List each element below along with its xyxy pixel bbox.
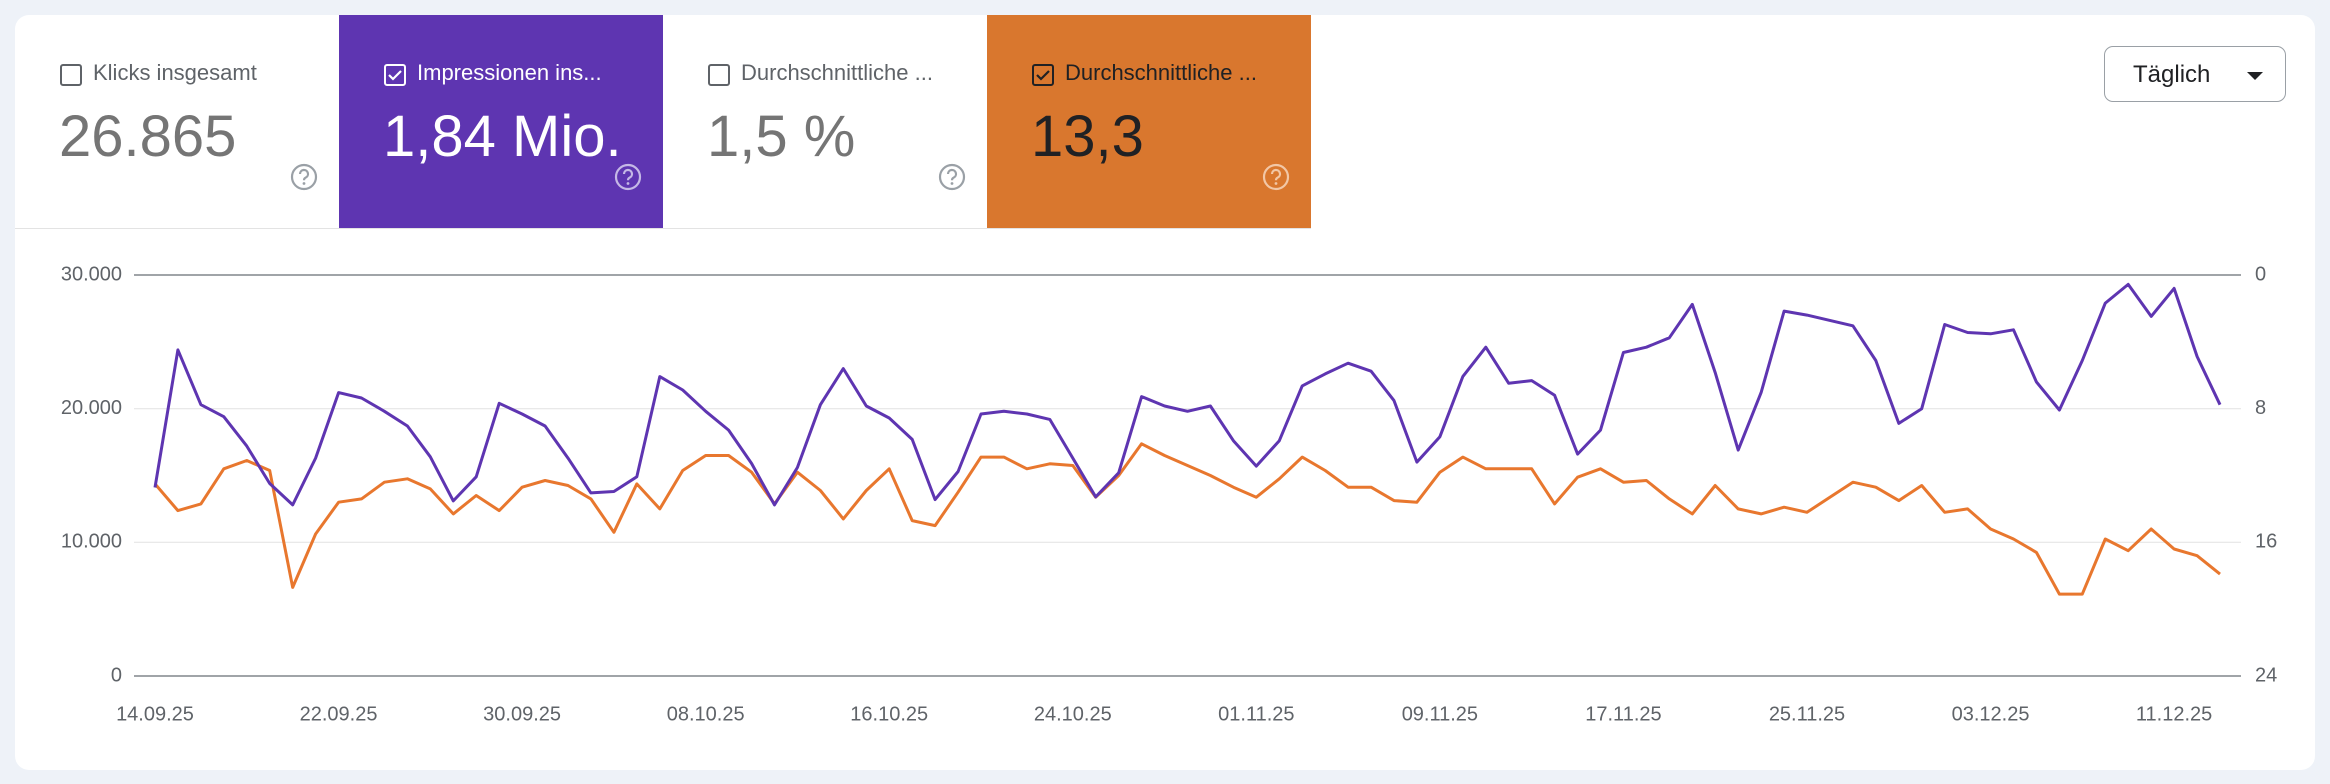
metric-value: 1,84 Mio. bbox=[383, 104, 622, 169]
x-tick-label: 09.11.25 bbox=[1402, 703, 1478, 725]
help-icon[interactable] bbox=[1261, 162, 1291, 192]
y-tick-label: 0 bbox=[111, 664, 122, 686]
dropdown-label: Täglich bbox=[2133, 61, 2211, 88]
y2-tick-label: 8 bbox=[2255, 397, 2266, 419]
metric-label: Klicks insgesamt bbox=[93, 60, 257, 85]
checkbox[interactable] bbox=[383, 63, 407, 87]
checkbox[interactable] bbox=[1031, 63, 1055, 87]
metric-label: Impressionen ins... bbox=[417, 60, 602, 85]
checkbox[interactable] bbox=[59, 63, 83, 87]
metric-tab[interactable]: Impressionen ins... 1,84 Mio. bbox=[339, 15, 663, 229]
metric-value: 1,5 % bbox=[707, 104, 856, 169]
y2-tick-label: 24 bbox=[2255, 664, 2277, 686]
x-tick-label: 17.11.25 bbox=[1585, 703, 1661, 725]
y-tick-label: 10.000 bbox=[61, 531, 122, 553]
x-tick-label: 03.12.25 bbox=[1952, 703, 2030, 725]
series-line bbox=[153, 282, 2222, 507]
x-tick-label: 22.09.25 bbox=[300, 703, 378, 725]
x-tick-label: 08.10.25 bbox=[667, 703, 745, 725]
performance-panel: 0 10.000 20.000 30.000 0 8 16 24 14.09.25 22.09.2… bbox=[15, 15, 2315, 770]
period-dropdown[interactable]: Täglich bbox=[2104, 46, 2286, 102]
x-tick-label: 11.12.25 bbox=[2136, 703, 2212, 725]
metric-tab[interactable]: Klicks insgesamt 26.865 bbox=[15, 15, 339, 229]
x-tick-label: 24.10.25 bbox=[1034, 703, 1112, 725]
checkbox[interactable] bbox=[707, 63, 731, 87]
x-tick-label: 30.09.25 bbox=[483, 703, 561, 725]
x-tick-label: 25.11.25 bbox=[1769, 703, 1845, 725]
y2-tick-label: 16 bbox=[2255, 531, 2277, 553]
series-line bbox=[153, 442, 2221, 596]
chart: 0 10.000 20.000 30.000 0 8 16 24 14.09.25 22.09.2… bbox=[61, 263, 2277, 725]
help-icon[interactable] bbox=[289, 162, 319, 192]
metric-value: 26.865 bbox=[59, 104, 237, 169]
metric-value: 13,3 bbox=[1031, 104, 1144, 169]
x-tick-label: 16.10.25 bbox=[850, 703, 928, 725]
dropdown-arrow bbox=[2247, 72, 2263, 80]
metric-label: Durchschnittliche ... bbox=[741, 60, 933, 85]
metric-label: Durchschnittliche ... bbox=[1065, 60, 1257, 85]
x-tick-label: 01.11.25 bbox=[1218, 703, 1294, 725]
help-icon[interactable] bbox=[613, 162, 643, 192]
x-tick-label: 14.09.25 bbox=[116, 703, 194, 725]
y-tick-label: 20.000 bbox=[61, 397, 122, 419]
y-tick-label: 30.000 bbox=[61, 263, 122, 285]
y2-tick-label: 0 bbox=[2255, 263, 2266, 285]
help-icon[interactable] bbox=[937, 162, 967, 192]
metric-tab[interactable]: Durchschnittliche ... 13,3 bbox=[987, 15, 1311, 229]
metric-tab[interactable]: Durchschnittliche ... 1,5 % bbox=[663, 15, 987, 229]
